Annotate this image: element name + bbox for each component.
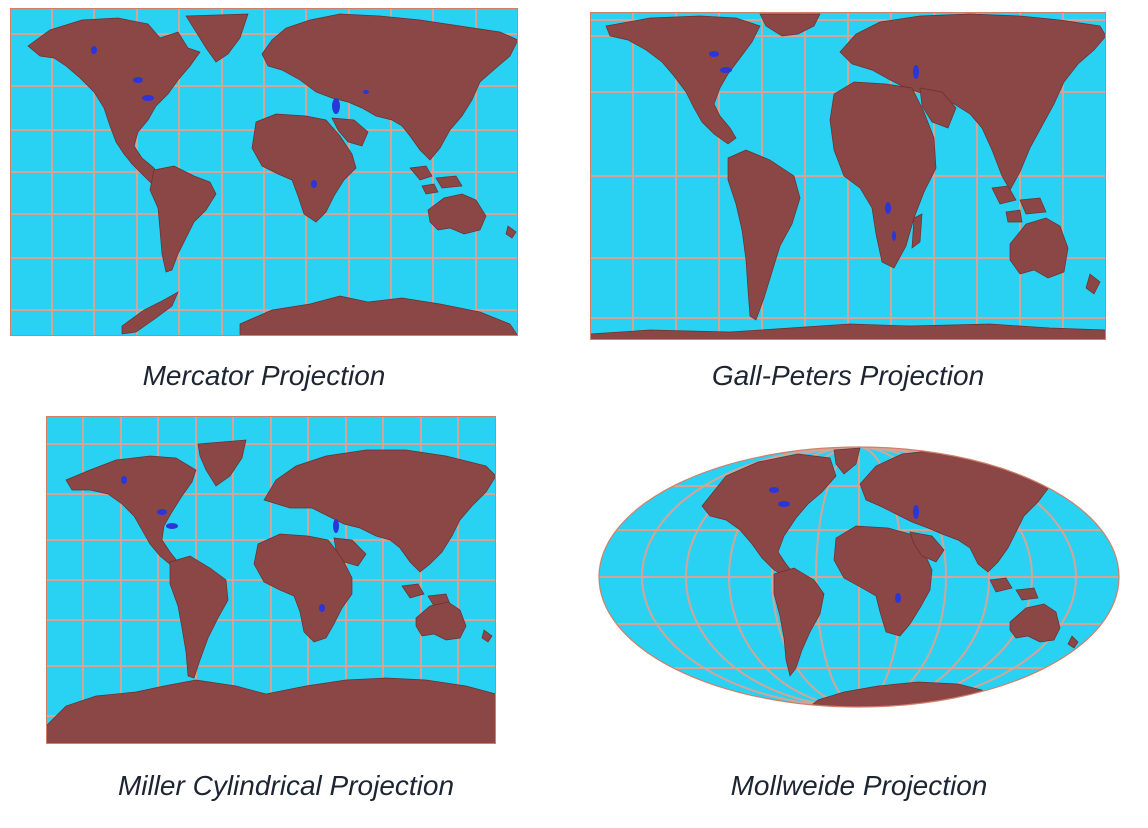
north-america-landmass xyxy=(65,455,197,567)
mercator-caption: Mercator Projection xyxy=(142,360,386,391)
north-america-landmass xyxy=(605,15,761,145)
south-america-landmass xyxy=(773,567,825,677)
arabia-landmass xyxy=(331,117,369,147)
new-zealand-landmass xyxy=(1085,273,1101,295)
indonesia-landmass xyxy=(989,577,1039,601)
south-america-landmass xyxy=(149,165,217,273)
greenland-landmass xyxy=(197,439,247,487)
lakes xyxy=(121,476,339,612)
miller-cylindrical-map xyxy=(46,416,496,744)
arabia-landmass xyxy=(909,531,945,563)
greenland-landmass xyxy=(833,447,861,475)
australia-landmass xyxy=(427,193,487,235)
eurasia-landmass xyxy=(263,449,496,573)
lakes xyxy=(91,46,369,188)
north-america-landmass xyxy=(701,453,837,579)
indonesia-landmass xyxy=(409,165,463,195)
africa-landmass xyxy=(829,81,937,269)
africa-landmass xyxy=(833,525,933,637)
south-america-landmass xyxy=(727,149,801,321)
indonesia-landmass xyxy=(991,185,1047,223)
africa-landmass xyxy=(251,113,357,223)
greenland-landmass xyxy=(759,13,821,37)
new-zealand-landmass xyxy=(481,629,493,643)
africa-landmass xyxy=(253,533,353,643)
south-america-landmass xyxy=(169,555,229,679)
mollweide-caption: Mollweide Projection xyxy=(730,770,988,801)
arabia-landmass xyxy=(333,537,367,567)
gall-peters-caption: Gall-Peters Projection xyxy=(711,360,985,391)
lakes xyxy=(709,51,919,241)
mollweide-map xyxy=(598,446,1120,708)
antarctic-peninsula-landmass xyxy=(121,291,179,335)
australia-landmass xyxy=(1009,217,1069,279)
greenland-landmass xyxy=(185,13,249,63)
gall-peters-map xyxy=(590,12,1106,340)
eurasia-landmass xyxy=(839,13,1106,191)
lakes xyxy=(769,487,919,603)
madagascar-landmass xyxy=(911,213,923,249)
mercator-map xyxy=(10,8,518,336)
antarctica-landmass xyxy=(46,677,496,744)
miller-cylindrical-caption: Miller Cylindrical Projection xyxy=(117,770,455,801)
antarctica-landmass xyxy=(239,295,518,336)
australia-landmass xyxy=(1009,603,1061,643)
australia-landmass xyxy=(415,601,467,641)
new-zealand-landmass xyxy=(1067,635,1079,649)
antarctica-landmass xyxy=(590,323,1106,340)
eurasia-landmass xyxy=(261,13,518,161)
arabia-landmass xyxy=(919,87,957,129)
north-america-landmass xyxy=(27,17,201,187)
new-zealand-landmass xyxy=(505,225,517,239)
